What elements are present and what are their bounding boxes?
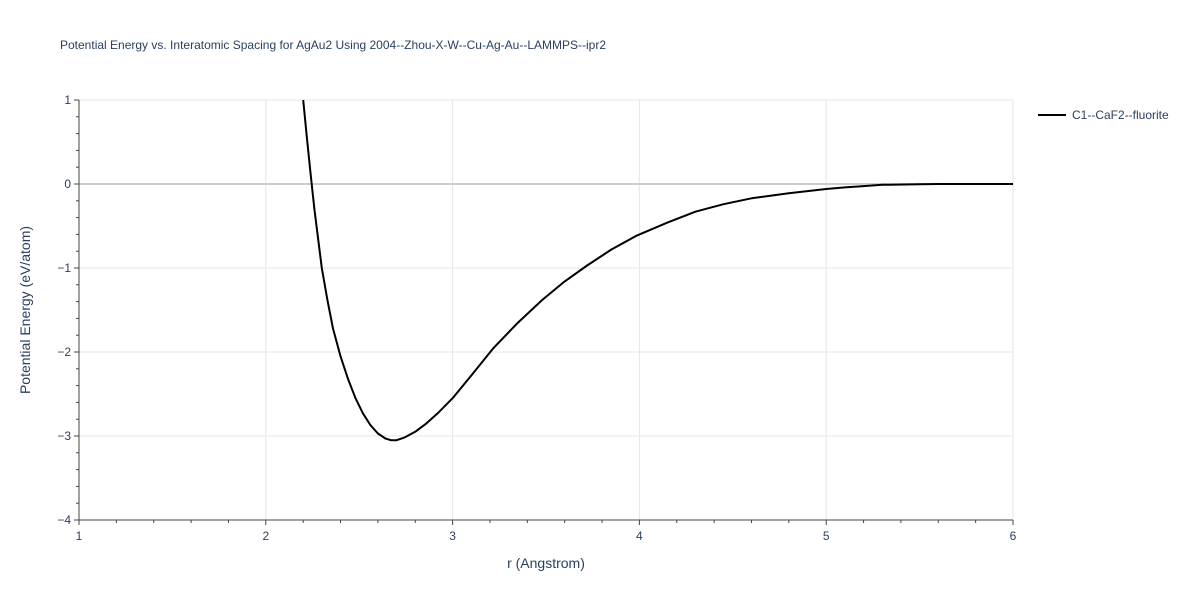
legend-label: C1--CaF2--fluorite bbox=[1072, 108, 1169, 122]
y-tick-label: 1 bbox=[64, 93, 71, 107]
series-layer bbox=[302, 99, 1013, 442]
tick-marks bbox=[74, 99, 1014, 525]
legend[interactable]: C1--CaF2--fluorite bbox=[1038, 108, 1169, 122]
y-tick-label: 0 bbox=[64, 177, 71, 191]
x-tick-label: 6 bbox=[1010, 529, 1017, 543]
y-tick-label: −2 bbox=[57, 345, 71, 359]
y-tick-labels: 1 0 −1 −2 −3 −4 bbox=[57, 93, 71, 527]
x-tick-label: 2 bbox=[262, 529, 269, 543]
series-line bbox=[302, 99, 1013, 442]
x-tick-labels: 1 2 3 4 5 6 bbox=[76, 529, 1017, 543]
y-tick-label: −4 bbox=[57, 513, 71, 527]
x-tick-label: 4 bbox=[636, 529, 643, 543]
x-tick-label: 1 bbox=[76, 529, 83, 543]
x-axis-title: r (Angstrom) bbox=[507, 555, 585, 571]
grid-lines bbox=[79, 99, 1014, 520]
chart-title: Potential Energy vs. Interatomic Spacing… bbox=[60, 38, 606, 52]
y-axis-title: Potential Energy (eV/atom) bbox=[17, 226, 33, 394]
x-tick-label: 5 bbox=[823, 529, 830, 543]
x-tick-label: 3 bbox=[449, 529, 456, 543]
y-tick-label: −1 bbox=[57, 261, 71, 275]
y-tick-label: −3 bbox=[57, 429, 71, 443]
